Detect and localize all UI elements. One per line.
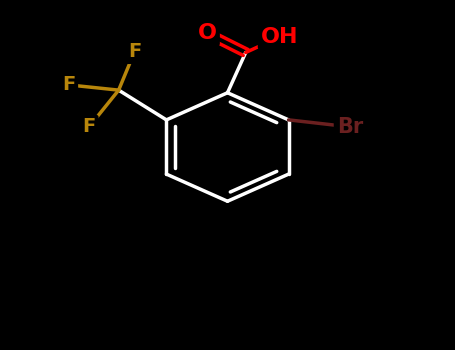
Text: F: F	[82, 117, 96, 136]
Text: F: F	[62, 75, 75, 94]
Text: F: F	[128, 42, 141, 61]
Text: Br: Br	[337, 117, 363, 137]
Text: OH: OH	[261, 27, 298, 47]
Text: O: O	[197, 23, 217, 43]
